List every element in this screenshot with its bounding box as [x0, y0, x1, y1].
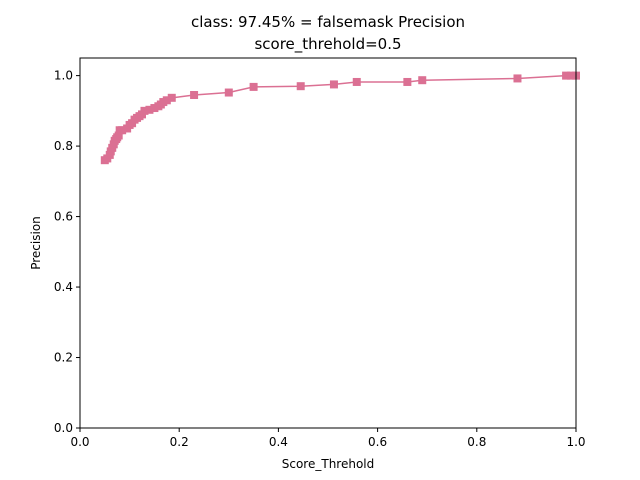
- chart-title: class: 97.45% = falsemask Precision: [191, 13, 465, 31]
- x-tick-label: 0.8: [467, 435, 486, 449]
- y-tick-label: 0.6: [54, 210, 73, 224]
- axes-frame: [79, 57, 577, 429]
- y-tick-label: 0.0: [54, 421, 73, 435]
- x-tick-label: 0.4: [269, 435, 288, 449]
- x-tick-label: 0.6: [368, 435, 387, 449]
- data-point: [513, 74, 522, 83]
- data-point: [403, 77, 412, 86]
- data-point: [145, 105, 154, 114]
- y-tick-label: 0.4: [54, 280, 73, 294]
- y-axis-label: Precision: [29, 216, 43, 270]
- x-axis-label: Score_Threhold: [282, 457, 375, 471]
- x-tick-label: 0.0: [70, 435, 89, 449]
- data-point: [329, 80, 338, 89]
- y-tick-label: 1.0: [54, 69, 73, 83]
- data-point: [190, 91, 199, 99]
- data-point: [567, 71, 576, 80]
- data-point: [118, 126, 127, 135]
- y-axis: 0.0 0.2 0.4 0.6 0.8 1.0: [54, 69, 80, 435]
- data-point: [167, 93, 176, 102]
- data-point: [562, 71, 571, 80]
- data-point: [249, 82, 258, 91]
- data-point: [418, 76, 427, 85]
- data-point: [140, 106, 149, 115]
- data-point: [224, 88, 233, 97]
- y-tick-label: 0.2: [54, 351, 73, 365]
- data-point: [114, 131, 123, 140]
- x-tick-label: 0.2: [170, 435, 189, 449]
- x-tick-label: 1.0: [566, 435, 585, 449]
- chart-subtitle: score_threhold=0.5: [254, 35, 401, 54]
- data-point: [162, 96, 171, 105]
- y-tick-label: 0.8: [54, 139, 73, 153]
- x-axis: 0.0 0.2 0.4 0.6 0.8 1.0: [70, 428, 586, 449]
- data-point: [352, 77, 361, 86]
- data-point: [296, 82, 305, 91]
